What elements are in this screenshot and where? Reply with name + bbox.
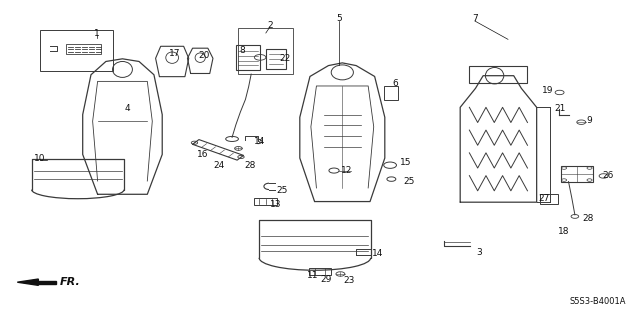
Text: 20: 20: [198, 51, 210, 60]
Text: 11: 11: [307, 271, 318, 280]
Bar: [308, 268, 332, 275]
Bar: [540, 194, 557, 204]
Text: 9: 9: [586, 116, 592, 125]
Text: 8: 8: [239, 46, 245, 55]
Text: 15: 15: [400, 158, 412, 167]
Text: 3: 3: [476, 248, 482, 257]
Text: 10: 10: [34, 154, 45, 163]
Bar: [266, 49, 285, 69]
Text: 16: 16: [197, 150, 209, 159]
Text: 14: 14: [254, 137, 265, 146]
Text: S5S3-B4001A: S5S3-B4001A: [570, 297, 626, 306]
Text: 2: 2: [268, 21, 273, 30]
Text: 6: 6: [392, 79, 398, 88]
Polygon shape: [38, 281, 56, 284]
Text: 19: 19: [542, 86, 554, 95]
Bar: [254, 198, 277, 205]
Text: 26: 26: [602, 171, 614, 181]
Text: 4: 4: [125, 104, 131, 113]
Polygon shape: [17, 279, 38, 286]
Text: 21: 21: [554, 104, 565, 113]
Text: 18: 18: [557, 227, 569, 236]
Text: 17: 17: [169, 49, 180, 58]
Bar: [239, 28, 292, 74]
Text: FR.: FR.: [60, 277, 81, 287]
Text: 23: 23: [343, 276, 355, 285]
Text: 27: 27: [539, 194, 550, 203]
Bar: [384, 86, 397, 100]
Text: 1: 1: [94, 29, 100, 39]
Text: 14: 14: [372, 249, 383, 258]
Bar: [40, 30, 113, 71]
Text: 5: 5: [336, 14, 342, 23]
Text: 12: 12: [341, 166, 353, 175]
Text: 25: 25: [276, 186, 287, 195]
Text: 22: 22: [279, 54, 291, 63]
Text: 28: 28: [582, 214, 593, 223]
Bar: [236, 45, 260, 70]
Text: 24: 24: [214, 161, 225, 170]
Text: 25: 25: [404, 176, 415, 186]
Bar: [67, 44, 100, 54]
Text: 29: 29: [321, 275, 332, 284]
Text: 7: 7: [472, 14, 477, 23]
Text: 13: 13: [269, 200, 281, 209]
Bar: [469, 66, 527, 83]
Text: 28: 28: [244, 161, 255, 170]
Bar: [561, 167, 593, 182]
